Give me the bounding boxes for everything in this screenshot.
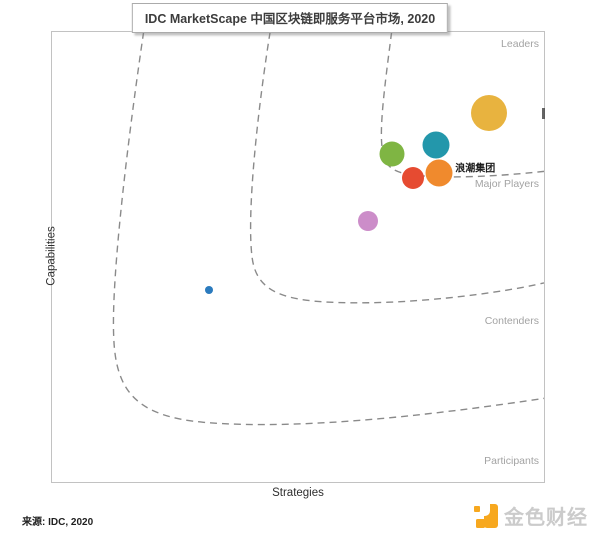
bubble-vendor-yellow — [471, 94, 508, 131]
x-axis-label: Strategies — [272, 487, 324, 499]
region-boundary-arcs — [112, 32, 544, 426]
region-label-leaders: Leaders — [501, 38, 539, 50]
y-axis-label: Capabilities — [45, 226, 58, 286]
bubble-vendor-blue — [205, 286, 214, 295]
bubble-vendor-teal — [422, 131, 450, 159]
bubble-vendor-red — [402, 166, 425, 189]
major-players-boundary-arc — [249, 32, 544, 304]
bubble-vendor-pink — [358, 210, 379, 231]
chart-title: IDC MarketScape 中国区块链即服务平台市场, 2020 — [131, 3, 449, 33]
watermark-text: 金色财经 — [504, 507, 588, 529]
plot-area: Leaders Major Players Contenders Partici… — [51, 31, 545, 483]
leaders-boundary-arc — [380, 32, 544, 178]
clipped-label-fragment — [542, 108, 545, 119]
region-label-major-players: Major Players — [474, 178, 539, 190]
region-label-contenders: Contenders — [484, 315, 539, 327]
bubble-inspur-group — [425, 159, 453, 187]
source-note: 来源: IDC, 2020 — [22, 517, 94, 528]
bubble-vendor-green — [379, 141, 405, 167]
bubble-label-inspur-group: 浪潮集团 — [455, 163, 496, 175]
jinse-logo-icon — [473, 502, 500, 530]
contenders-boundary-arc — [112, 32, 544, 426]
region-label-participants: Participants — [484, 455, 539, 467]
jinse-finance-watermark: 金色财经 — [473, 501, 588, 530]
